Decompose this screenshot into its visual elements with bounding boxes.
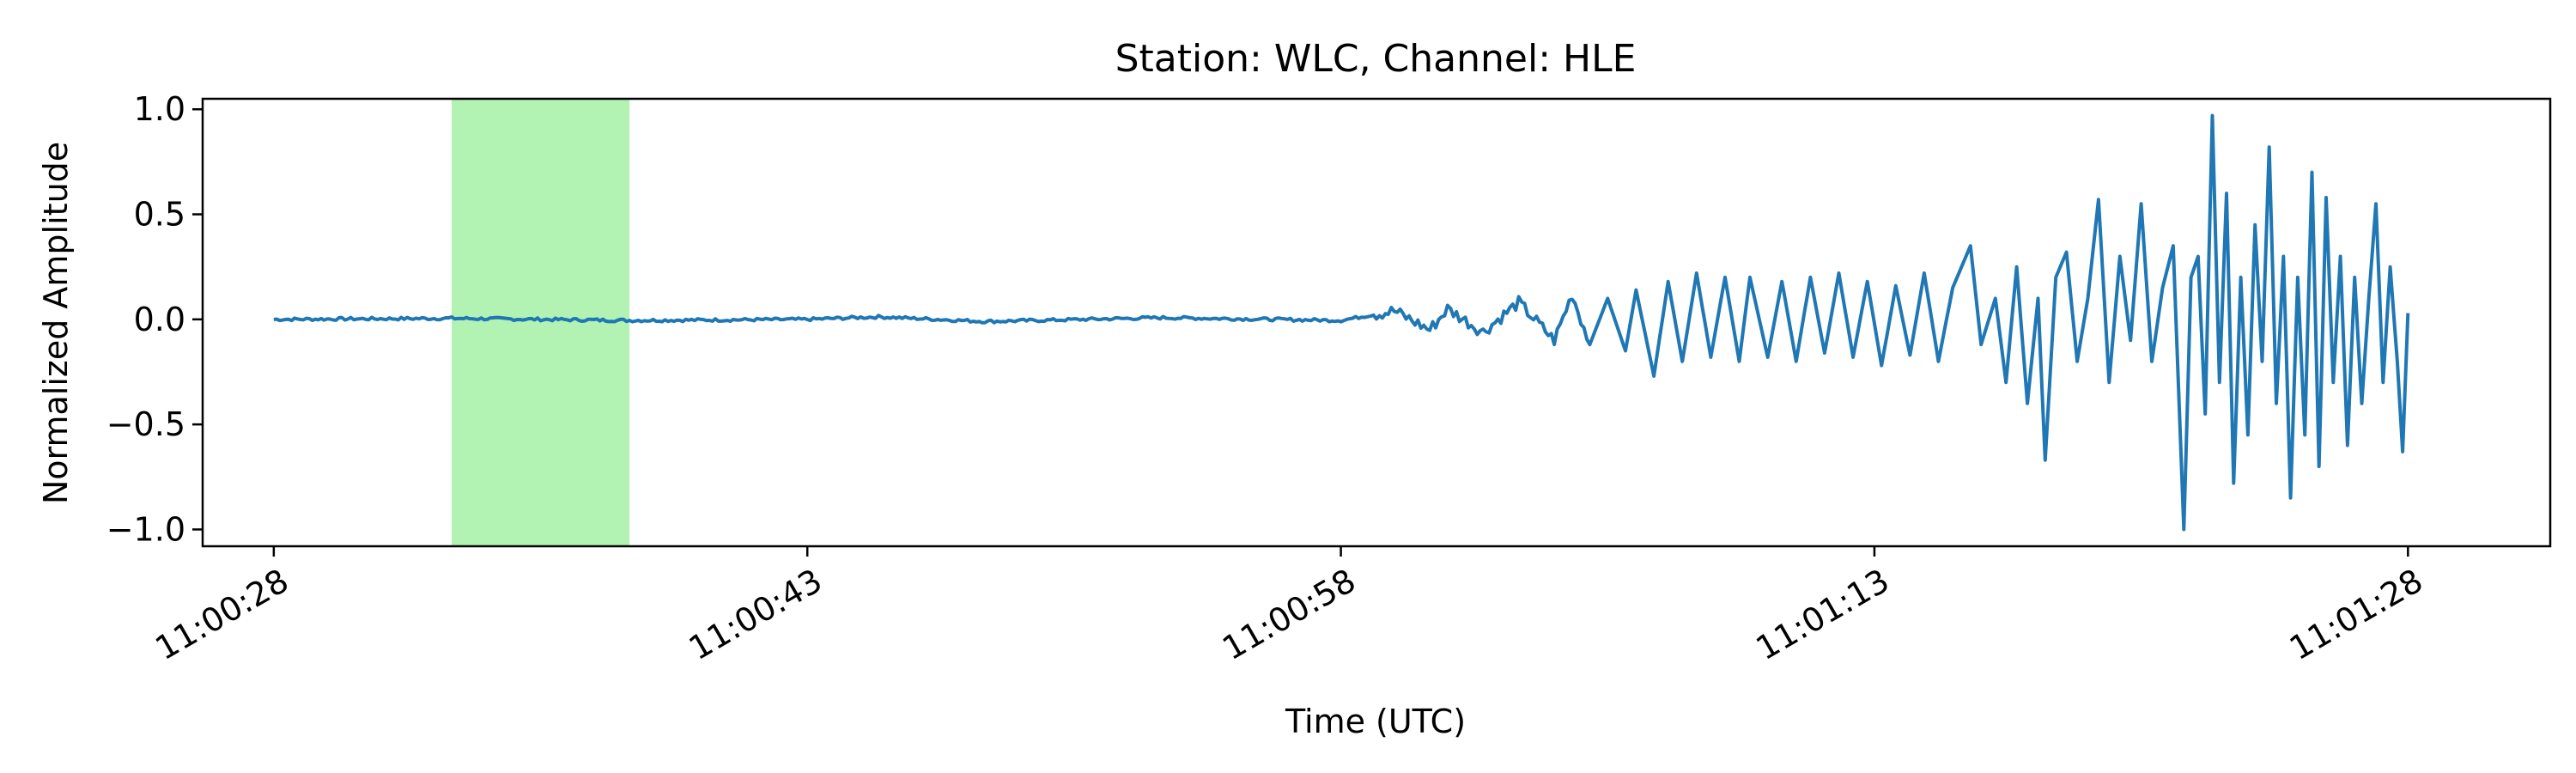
x-tick-label: 11:00:58 <box>1216 562 1362 667</box>
y-tick-label: −0.5 <box>106 405 185 443</box>
y-tick-label: 1.0 <box>134 90 185 128</box>
y-axis-label: Normalized Amplitude <box>37 142 75 504</box>
x-axis-label: Time (UTC) <box>1285 703 1466 740</box>
y-tick-label: 0.5 <box>134 196 185 234</box>
plot-area <box>273 99 2410 546</box>
highlight-window <box>451 99 630 546</box>
y-axis: 1.0 0.5 0.0 −0.5 −1.0 <box>106 90 203 548</box>
waveform-series-0 <box>273 113 2410 532</box>
x-tick-label: 11:01:13 <box>1750 562 1896 667</box>
y-tick-label: 0.0 <box>134 301 185 338</box>
x-tick-label: 11:01:28 <box>2283 562 2429 667</box>
chart-title: Station: WLC, Channel: HLE <box>1115 37 1637 81</box>
x-tick-label: 11:00:28 <box>149 562 295 667</box>
plot-frame <box>201 97 2552 548</box>
y-tick-label: −1.0 <box>106 510 185 548</box>
x-tick-label: 11:00:43 <box>683 562 829 667</box>
x-axis: 11:00:28 11:00:43 11:00:58 11:01:13 11:01:28 <box>149 546 2429 667</box>
